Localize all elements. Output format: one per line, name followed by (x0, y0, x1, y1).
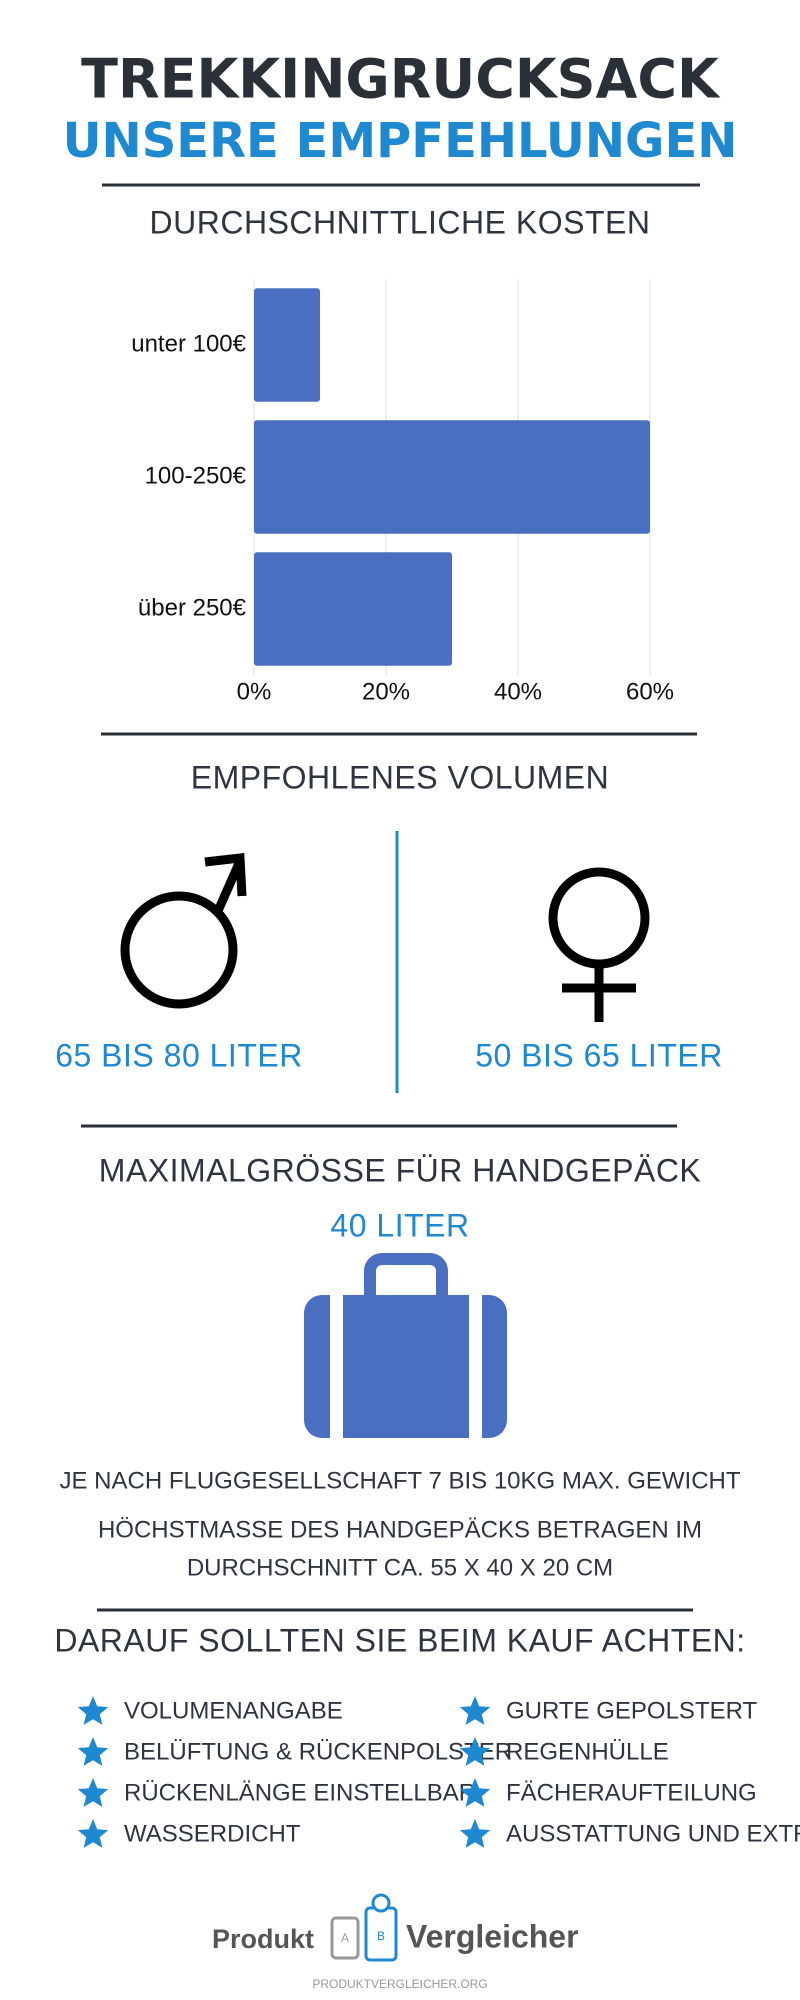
x-tick-label: 20% (362, 678, 410, 705)
checklist-item: REGENHÜLLE (506, 1738, 669, 1765)
star-icon (459, 1696, 491, 1725)
y-tick-label: 100-250€ (145, 462, 247, 489)
y-tick-label: über 250€ (138, 594, 247, 621)
subtitle: UNSERE EMPFEHLUNGEN (63, 113, 738, 169)
bar (254, 552, 452, 666)
carry-on-volume: 40 LITER (330, 1207, 469, 1243)
bar-chart: 0% 20% 40% 60% unter 100€ 100-250€ über 250€ (131, 279, 674, 705)
star-icon (77, 1819, 109, 1848)
star-icon (459, 1778, 491, 1807)
logo-text: Vergleicher (406, 1918, 579, 1954)
checklist-item: RÜCKENLÄNGE EINSTELLBAR (124, 1779, 476, 1806)
section-title: EMPFOHLENES VOLUMEN (191, 759, 609, 795)
star-icon (77, 1696, 109, 1725)
x-tick-label: 60% (626, 678, 674, 705)
weight-note: JE NACH FLUGGESELLSCHAFT 7 BIS 10KG MAX.… (59, 1467, 740, 1494)
chart-title: DURCHSCHNITTLICHE KOSTEN (150, 204, 651, 240)
section-title: MAXIMALGRÖSSE FÜR HANDGEPÄCK (99, 1152, 702, 1188)
logo-letter: B (377, 1929, 385, 1943)
bar (254, 420, 650, 534)
female-volume: 50 BIS 65 LITER (475, 1037, 723, 1073)
x-tick-label: 0% (237, 678, 272, 705)
section-title: DARAUF SOLLTEN SIE BEIM KAUF ACHTEN: (54, 1622, 745, 1658)
logo-letter: A (341, 1931, 349, 1945)
title: TREKKINGRUCKSACK (81, 48, 721, 111)
female-icon (548, 867, 650, 1022)
checklist-item: GURTE GEPOLSTERT (506, 1697, 758, 1724)
checklist-item: WASSERDICHT (124, 1820, 301, 1847)
size-note: HÖCHSTMASSE DES HANDGEPÄCKS BETRAGEN IM (98, 1516, 702, 1543)
star-icon (459, 1737, 491, 1766)
x-tick-label: 40% (494, 678, 542, 705)
checklist-item: VOLUMENANGABE (124, 1697, 343, 1724)
bar (254, 288, 320, 402)
male-volume: 65 BIS 80 LITER (55, 1037, 303, 1073)
logo-text: Produkt (212, 1924, 314, 1954)
checklist-item: FÄCHERAUFTEILUNG (506, 1779, 757, 1806)
star-icon (459, 1819, 491, 1848)
suitcase-icon (304, 1253, 507, 1438)
size-note: DURCHSCHNITT CA. 55 X 40 X 20 CM (187, 1554, 613, 1581)
footer-url: PRODUKTVERGLEICHER.ORG (312, 1977, 487, 1991)
star-icon (77, 1737, 109, 1766)
star-icon (77, 1778, 109, 1807)
checklist-item: BELÜFTUNG & RÜCKENPOLSTER (124, 1738, 512, 1765)
male-icon (120, 852, 247, 1009)
checklist-item: AUSSTATTUNG UND EXTRAS (506, 1820, 800, 1847)
y-tick-label: unter 100€ (131, 330, 246, 357)
checklist: VOLUMENANGABE BELÜFTUNG & RÜCKENPOLSTER RÜ… (77, 1696, 800, 1848)
logo-icon: A B (330, 1893, 398, 1962)
